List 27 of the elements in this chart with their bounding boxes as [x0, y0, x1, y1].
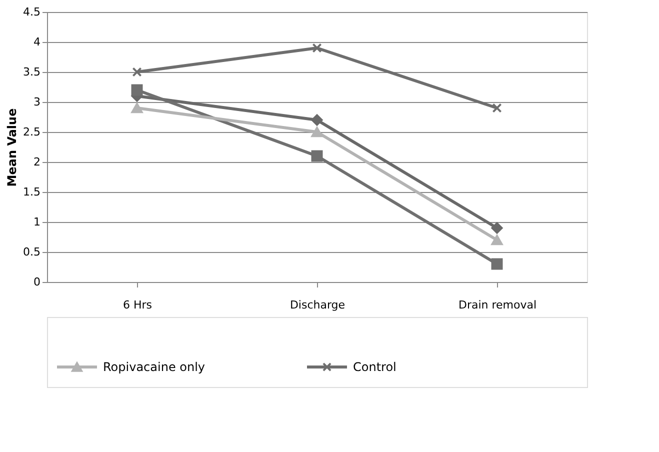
point	[132, 67, 142, 77]
point	[491, 222, 503, 234]
legend-label: Control	[353, 360, 396, 374]
point	[131, 102, 143, 114]
point	[131, 84, 143, 96]
point	[311, 150, 323, 162]
x-tick-label: 6 Hrs	[122, 298, 152, 312]
y-tick-label: 4.5	[23, 6, 40, 18]
point	[311, 114, 323, 126]
point	[491, 234, 503, 246]
point	[312, 43, 322, 53]
point	[311, 126, 323, 138]
y-tick-label: 0	[34, 276, 40, 288]
x-tick-label: Discharge	[290, 298, 346, 312]
point	[492, 103, 502, 113]
y-tick-label: 2	[34, 156, 40, 168]
y-tick-label: 4	[34, 36, 40, 48]
y-tick-label: 2.5	[23, 126, 40, 138]
y-axis-title: Mean Value	[5, 108, 20, 187]
legend-label: Ropivacaine only	[103, 360, 206, 374]
x-tick-label: Drain removal	[458, 298, 537, 312]
y-tick-label: 3.5	[23, 66, 40, 78]
y-tick-label: 0.5	[23, 246, 40, 258]
y-tick-label: 3	[34, 96, 40, 108]
y-tick-label: 1.5	[23, 186, 40, 198]
y-tick-label: 1	[34, 216, 40, 228]
point	[491, 258, 503, 270]
